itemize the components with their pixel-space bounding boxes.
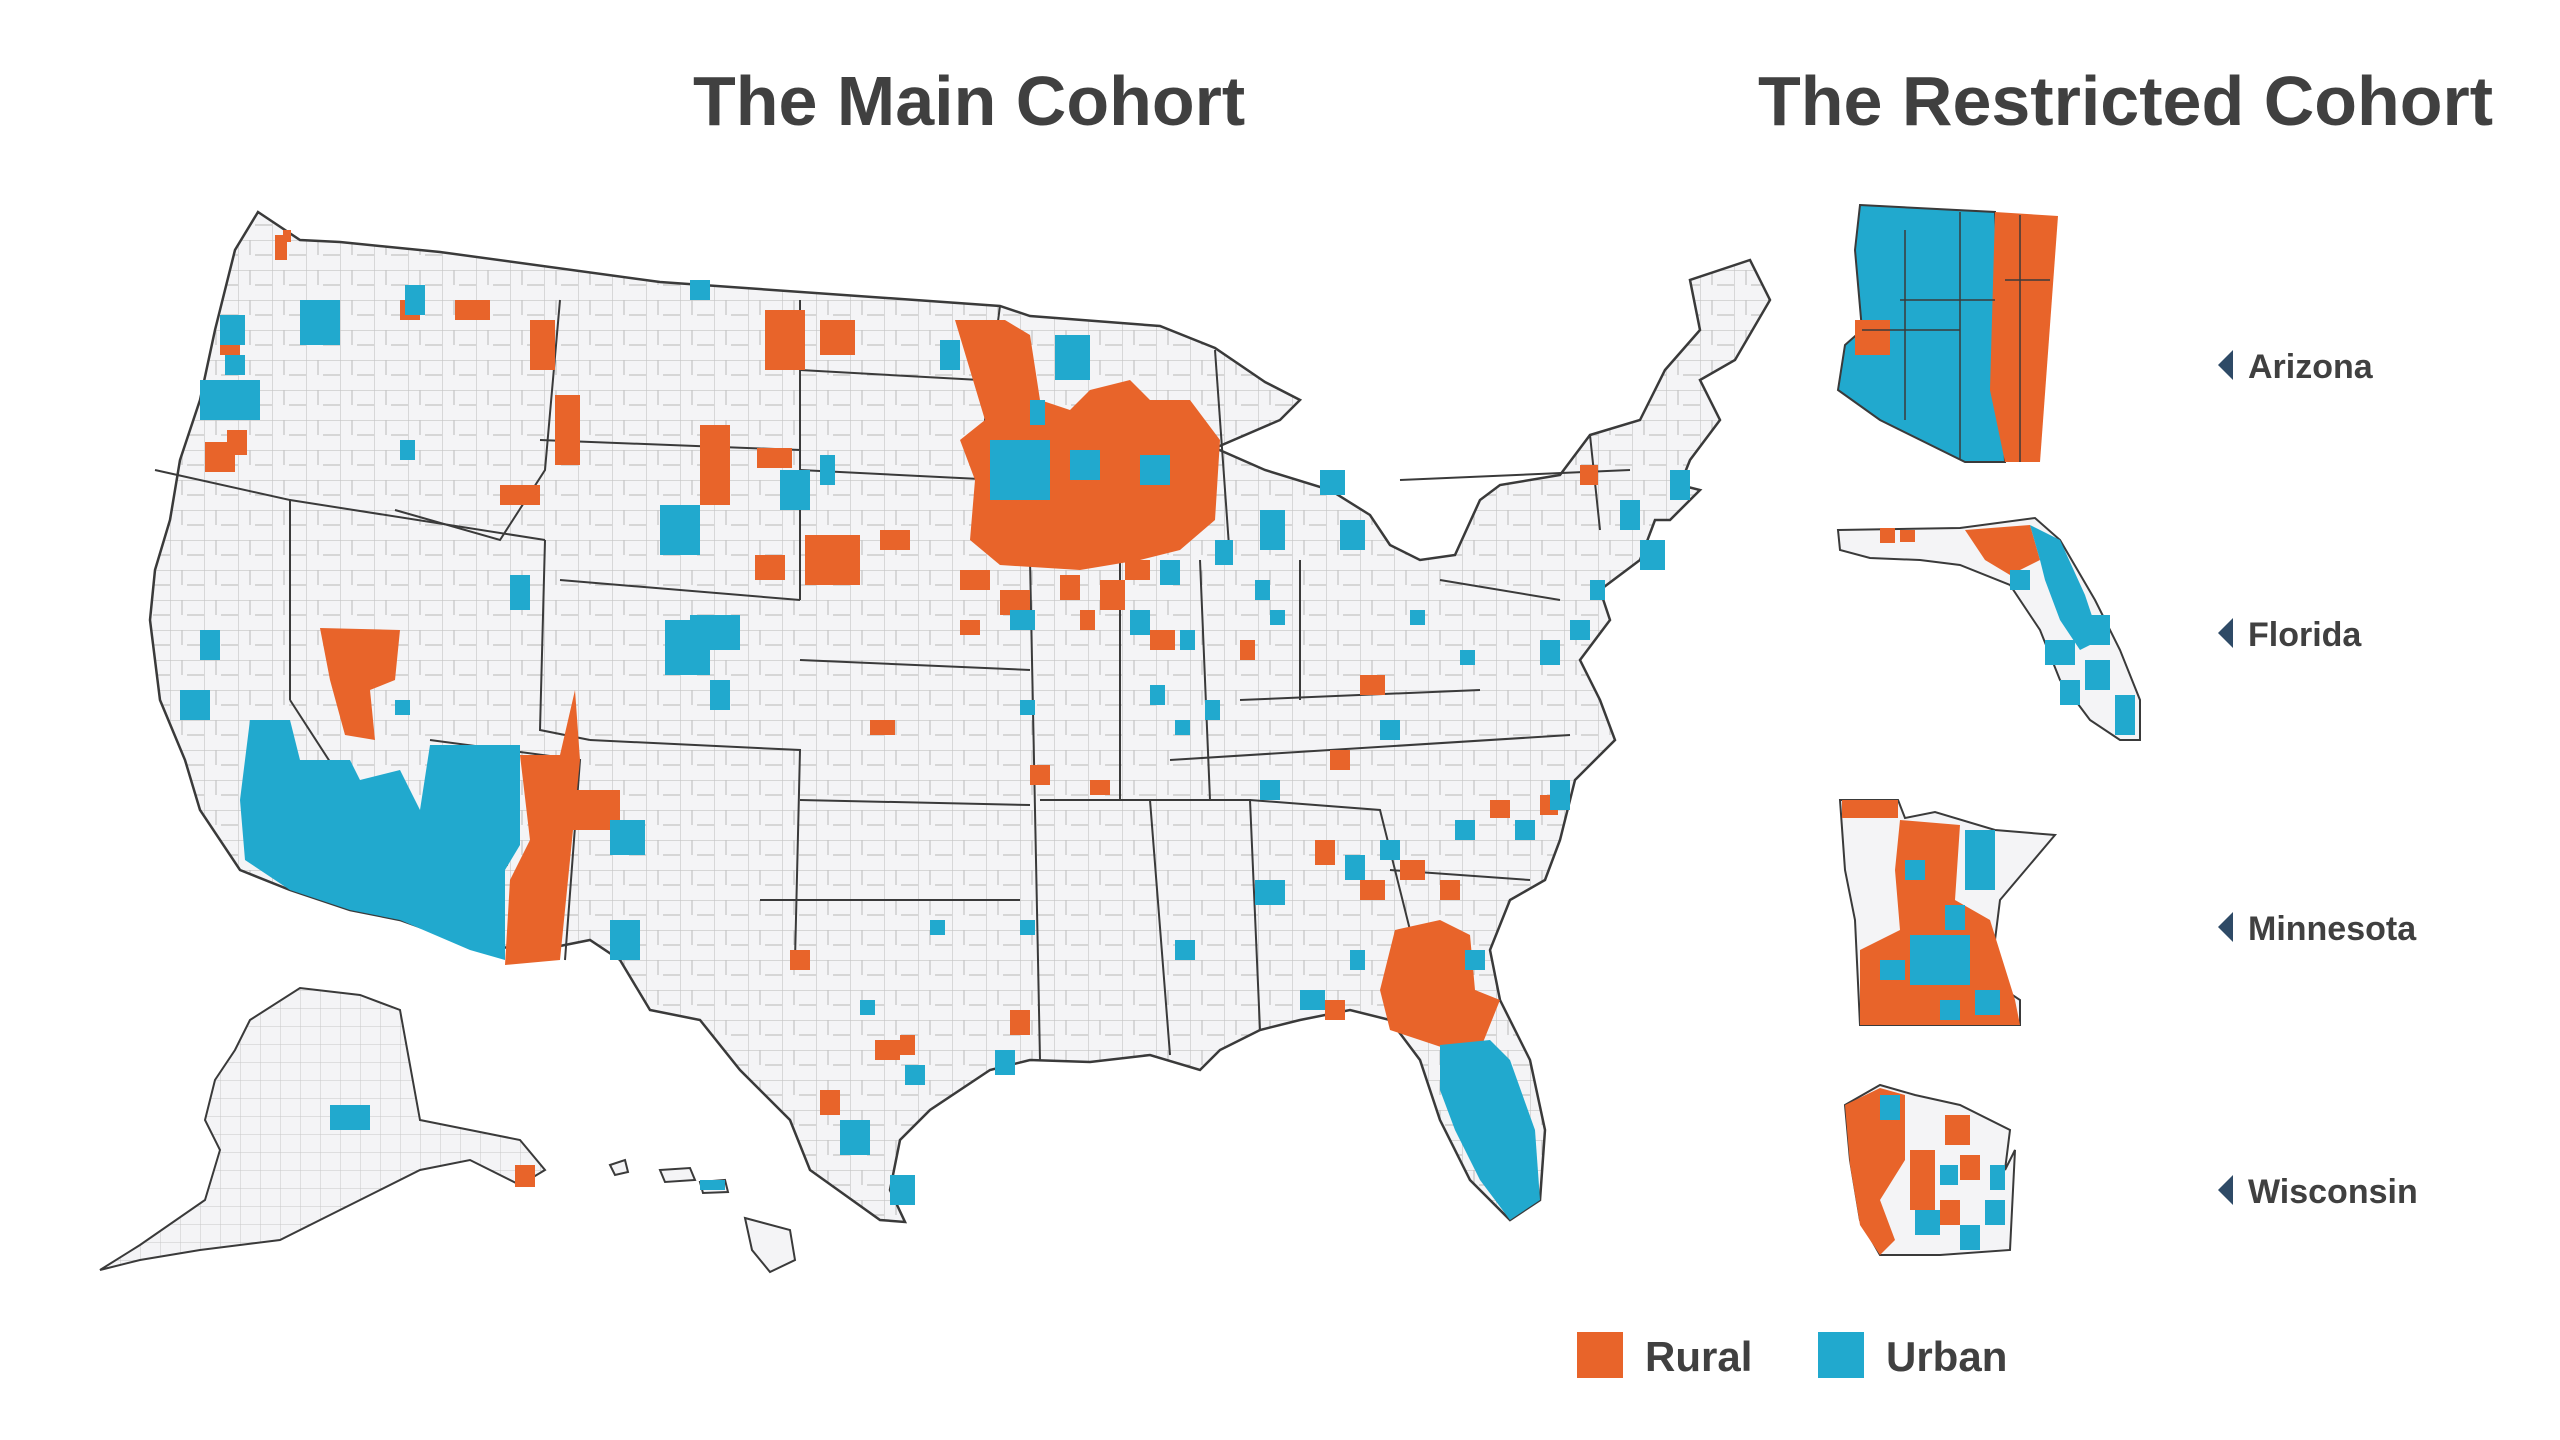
- inset-arizona: [1836, 203, 2058, 463]
- alaska: [99, 986, 547, 1271]
- arizona-arrow-icon: [2218, 350, 2233, 380]
- state-label-florida: Florida: [2248, 616, 2362, 654]
- legend-swatch-urban: [1818, 1332, 1864, 1378]
- state-label-wisconsin: Wisconsin: [2248, 1173, 2418, 1211]
- minnesota-arrow-icon: [2218, 912, 2233, 942]
- inset-minnesota: [1838, 799, 2058, 1026]
- inset-wisconsin: [1843, 1083, 2016, 1256]
- florida-arrow-icon: [2218, 618, 2233, 648]
- state-label-minnesota: Minnesota: [2248, 910, 2417, 948]
- state-label-arizona: Arizona: [2248, 348, 2373, 386]
- wisconsin-arrow-icon: [2218, 1175, 2233, 1205]
- hawaii: [608, 1158, 797, 1274]
- inset-florida: [1836, 516, 2141, 741]
- legend-swatch-rural: [1577, 1332, 1623, 1378]
- legend-label-urban: Urban: [1886, 1333, 2008, 1380]
- urban-counties: [180, 280, 1690, 1220]
- restricted-cohort-title: The Restricted Cohort: [1758, 62, 2494, 140]
- main-cohort-title: The Main Cohort: [693, 62, 1246, 140]
- legend-label-rural: Rural: [1645, 1333, 1753, 1380]
